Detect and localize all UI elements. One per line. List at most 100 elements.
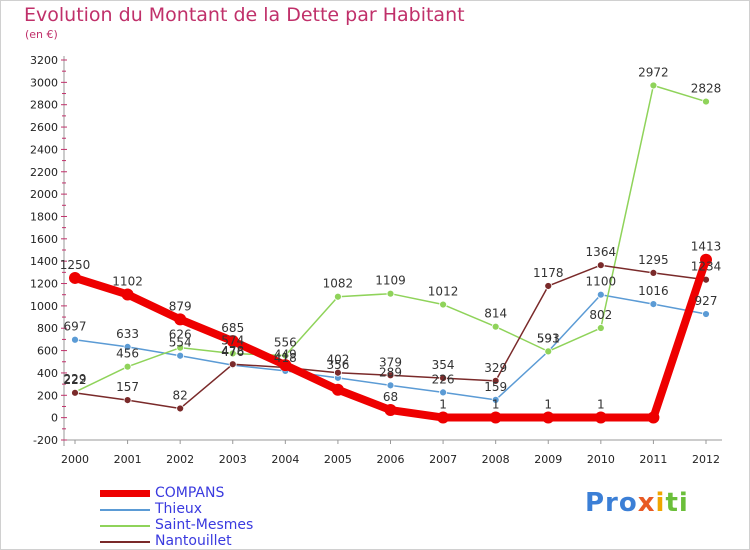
data-point [228,349,237,358]
data-point [594,411,607,424]
data-label: 1100 [586,275,617,289]
data-label: 159 [484,380,507,394]
data-point [174,313,187,326]
y-tick-label: 1400 [30,255,58,268]
data-label: 685 [221,321,244,335]
data-point [491,322,500,331]
y-tick-label: 2600 [30,121,58,134]
data-point [489,411,502,424]
data-point [491,395,500,404]
y-tick-label: 1800 [30,210,58,223]
legend-label: Nantouillet [155,533,232,549]
data-label: 1 [544,398,552,412]
logo-part-1: Pro [585,488,638,518]
legend-label: Thieux [155,501,203,517]
data-label: 1 [597,398,605,412]
logo-part-2: x [637,488,656,518]
data-label: 1178 [533,266,564,280]
data-label: 379 [379,355,402,369]
data-point [123,396,132,405]
data-label: 229 [64,372,87,386]
data-point [384,404,397,417]
data-label: 574 [221,333,244,347]
data-label: 329 [484,361,507,375]
legend-swatch [100,490,150,497]
data-label: 68 [383,390,398,404]
data-point [596,290,605,299]
x-tick-label: 2011 [639,453,667,466]
x-tick-label: 2007 [429,453,457,466]
data-label: 356 [326,358,349,372]
data-point [542,411,555,424]
data-label: 1 [492,398,500,412]
data-point [437,411,450,424]
data-point [71,335,79,344]
x-tick-label: 2012 [692,453,720,466]
data-label: 927 [695,294,718,308]
data-point [334,368,342,377]
data-point [69,271,81,284]
data-point [544,282,553,290]
data-label: 478 [221,344,244,358]
data-point [176,343,185,352]
data-label: 1102 [112,274,143,288]
y-tick-label: 400 [37,367,58,380]
data-point [700,253,712,266]
x-tick-label: 2004 [271,453,299,466]
series-thieux [71,290,710,404]
y-tick-label: 2000 [30,188,58,201]
data-point [386,371,395,380]
y-tick-label: -200 [33,434,58,447]
series-saint-mesmes [71,81,710,396]
data-label: 402 [326,353,349,367]
y-tick-label: 2400 [30,143,58,156]
data-point [226,335,239,348]
data-label: 1364 [586,245,617,259]
data-label: 476 [221,345,244,359]
data-label: 2828 [691,82,722,96]
data-point [281,351,290,360]
data-label: 802 [589,308,612,322]
data-label: 449 [274,347,297,361]
data-point [439,388,447,397]
y-tick-label: 1200 [30,278,58,291]
data-label: 222 [64,373,87,387]
x-tick-label: 2001 [114,453,142,466]
x-tick-label: 2009 [534,453,562,466]
data-label: 814 [484,307,507,321]
data-point [71,388,79,397]
y-tick-label: 3000 [30,76,58,89]
data-label: 591 [537,331,560,345]
y-tick-label: 3200 [30,54,58,67]
data-point [228,360,237,369]
series-compans [69,253,712,424]
chart-axes: -200 0 200 400 600 800 1000 1200 1400 1600 1800 200… [30,54,722,466]
data-point [647,411,660,424]
data-label: 593 [537,331,560,345]
data-point [649,269,658,277]
x-tick-label: 2005 [324,453,352,466]
logo-part-3: i [655,488,666,518]
y-tick-label: 200 [37,389,58,402]
x-tick-label: 2002 [166,453,194,466]
y-tick-label: 1600 [30,233,58,246]
data-label: 1109 [375,274,406,288]
legend-swatch [100,541,150,543]
data-point [596,324,605,332]
data-label: 226 [432,372,455,386]
data-point [702,310,710,318]
data-label: 554 [169,336,192,350]
data-point [439,300,447,309]
data-label: 626 [169,328,192,342]
logo-part-4: ti [665,488,689,518]
legend-swatch [100,525,150,527]
x-tick-label: 2010 [587,453,615,466]
data-point [491,376,500,385]
data-label: 354 [432,358,455,372]
chart-title: Evolution du Montant de la Dette par Hab… [24,4,465,26]
data-point [439,374,447,382]
x-tick-label: 2003 [219,453,247,466]
y-tick-label: 2200 [30,166,58,179]
data-point [123,362,132,371]
